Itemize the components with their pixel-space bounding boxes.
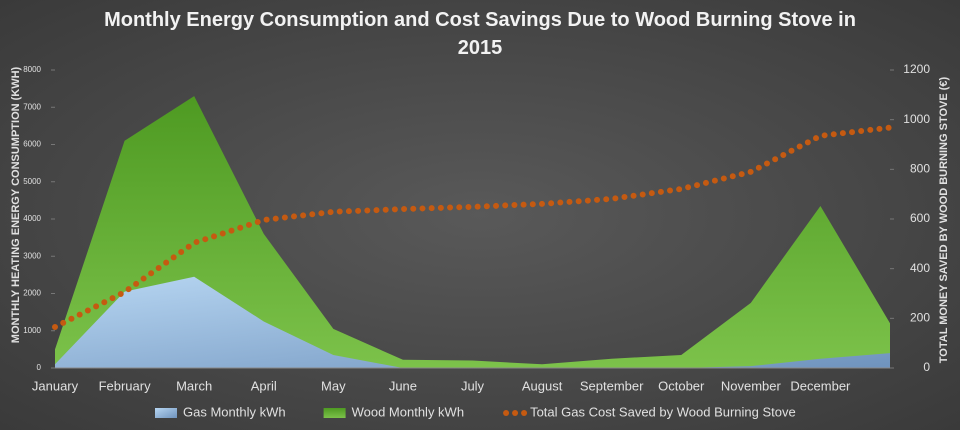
x-tick-label: April (251, 378, 277, 393)
x-tick-label: January (32, 378, 79, 393)
y-tick-label: 7000 (23, 102, 41, 111)
y-tick-label: 8000 (23, 65, 41, 74)
y-tick-label: 1000 (23, 326, 41, 335)
chart-title: Monthly Energy Consumption and Cost Savi… (104, 9, 856, 59)
legend-swatch (155, 408, 177, 418)
cost-line (52, 124, 893, 331)
legend-label: Gas Monthly kWh (183, 404, 286, 419)
y2-tick-label: 0 (923, 360, 930, 374)
y2-tick-label: 400 (910, 261, 930, 275)
y-tick-label: 6000 (23, 140, 41, 149)
x-tick-label: June (389, 378, 417, 393)
y2-tick-label: 800 (910, 162, 930, 176)
area (55, 96, 890, 368)
y2-tick-label: 1000 (903, 112, 930, 126)
y-tick-label: 4000 (23, 214, 41, 223)
y-tick-label: 0 (37, 363, 42, 372)
x-tick-label: July (461, 378, 485, 393)
x-tick-label: October (658, 378, 705, 393)
x-tick-label: November (721, 378, 782, 393)
y2-tick-label: 200 (910, 311, 930, 325)
legend-marker (512, 410, 519, 416)
x-tick-label: December (790, 378, 851, 393)
legend-label: Total Gas Cost Saved by Wood Burning Sto… (530, 404, 796, 419)
x-tick-label: February (99, 378, 152, 393)
y-tick-label: 3000 (23, 251, 41, 260)
legend-swatch (323, 408, 346, 418)
y2-tick-label: 600 (910, 211, 930, 225)
y-axis-title: MONTHLY HEATING ENERGY CONSUMPTION (KWH) (10, 66, 22, 343)
x-tick-label: May (321, 378, 346, 393)
y2-axis-title: TOTAL MONEY SAVED BY WOOD BURNING STOVE … (938, 76, 950, 363)
y2-tick-label: 1200 (903, 62, 930, 76)
legend-label: Wood Monthly kWh (352, 404, 464, 419)
legend-marker (521, 410, 528, 416)
y-tick-label: 2000 (23, 289, 41, 298)
x-tick-label: August (522, 378, 563, 393)
y-tick-label: 5000 (23, 177, 41, 186)
area (55, 276, 890, 368)
legend-marker (503, 410, 510, 416)
x-tick-label: September (580, 378, 644, 393)
x-tick-label: March (176, 378, 212, 393)
